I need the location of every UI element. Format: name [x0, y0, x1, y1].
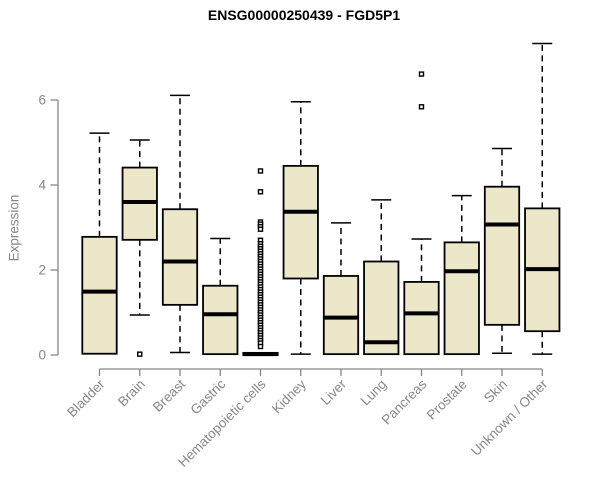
box-rect [161, 208, 199, 306]
x-tick-label-skin: Skin [481, 377, 510, 406]
y-tick-label: 6 [38, 93, 46, 108]
box-brain [121, 139, 158, 357]
y-tick-label: 2 [38, 263, 46, 278]
box-rect [322, 275, 360, 356]
box-rect [363, 260, 400, 356]
x-tick-label-pancreas: Pancreas [379, 376, 430, 427]
box-rect [483, 185, 521, 326]
x-tick-label-breast: Breast [150, 376, 188, 414]
x-tick-label-liver: Liver [318, 376, 350, 408]
box-prostate [443, 194, 480, 356]
box-rect [202, 284, 239, 356]
x-tick-label-brain: Brain [115, 377, 148, 410]
box-bladder [81, 132, 118, 355]
box-hematopoietic-cells [242, 168, 279, 357]
chart-title: ENSG00000250439 - FGD5P1 [207, 7, 401, 23]
box-liver [322, 222, 360, 356]
y-tick-label: 0 [38, 348, 46, 363]
box-rect [403, 280, 440, 356]
box-rect [282, 164, 319, 280]
x-tick-label-lung: Lung [358, 377, 390, 409]
box-rect [443, 241, 480, 356]
outlier-point [257, 226, 264, 232]
outlier-point [418, 104, 425, 110]
outlier-point [257, 343, 264, 350]
y-axis: 0 2 4 6 [38, 93, 59, 363]
outlier-point [418, 71, 425, 77]
box-lung [363, 199, 400, 356]
x-tick-label-bladder: Bladder [64, 376, 108, 420]
outlier-point [257, 189, 264, 195]
outlier-point [257, 168, 264, 174]
box-pancreas [403, 71, 440, 356]
box-gastric [202, 237, 239, 356]
box-unknown-other [524, 42, 561, 355]
box-rect [81, 235, 118, 355]
outlier-point [137, 351, 143, 357]
y-tick-label: 4 [38, 178, 46, 193]
x-tick-label-prostate: Prostate [424, 377, 470, 423]
box-kidney [282, 100, 319, 355]
box-skin [483, 147, 521, 355]
box-breast [161, 94, 199, 354]
x-tick-label-kidney: Kidney [269, 376, 309, 416]
x-tick-label-unknown-other: Unknown / Other [468, 376, 551, 459]
